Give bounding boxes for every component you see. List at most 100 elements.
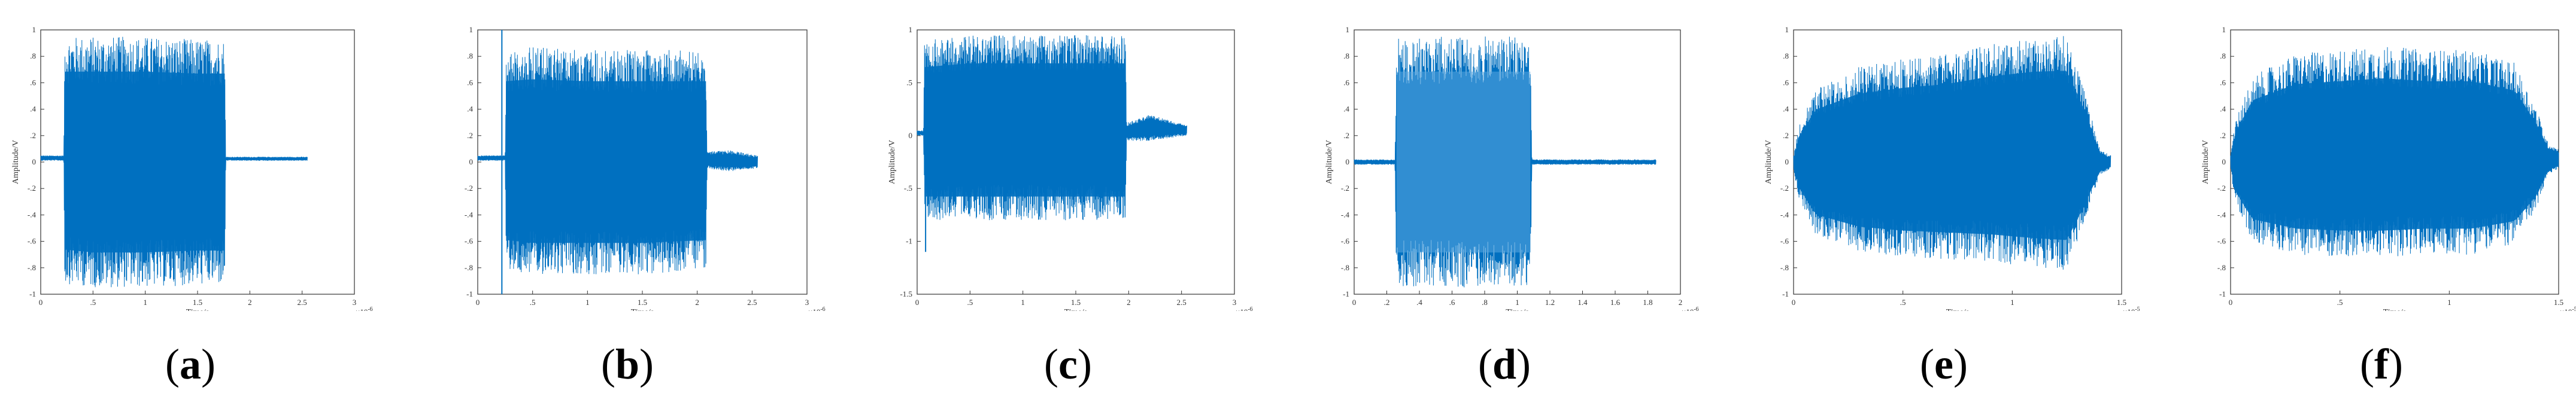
x-tick-label: .5 (530, 298, 536, 307)
x-axis-label: Time/s (2383, 308, 2406, 311)
y-tick-label: 0 (469, 157, 474, 166)
y-tick-label: -.6 (1780, 237, 1789, 246)
x-tick-label: 3 (353, 298, 357, 307)
y-tick-label: .8 (1343, 51, 1349, 60)
caption-f: (f) (2360, 340, 2403, 388)
caption-a: (a) (165, 340, 216, 388)
x-axis-label: Time/s (1506, 308, 1528, 311)
y-tick-label: -.2 (2217, 184, 2226, 193)
signal-core (924, 63, 1125, 197)
x-tick-label: 3 (1233, 298, 1237, 307)
x-tick-label: 1.5 (638, 298, 647, 307)
x-tick-label: 1.4 (1577, 298, 1588, 307)
x-exponent-label: ×10-6 (1236, 306, 1253, 311)
y-tick-label: .2 (1343, 131, 1349, 140)
x-exponent-label: ×10-6 (808, 306, 826, 311)
x-exponent-value: -6 (1694, 306, 1698, 311)
y-tick-label: -.5 (904, 184, 912, 193)
y-tick-label: -1 (466, 289, 473, 298)
y-tick-label: 1 (1785, 25, 1789, 34)
caption-d: (d) (1477, 340, 1531, 388)
x-exponent-label: ×10-5 (2560, 306, 2576, 311)
x-tick-label: 2 (248, 298, 252, 307)
y-tick-label: .4 (1783, 105, 1789, 114)
y-tick-label: -.4 (2217, 210, 2226, 219)
signal-core (65, 71, 225, 253)
y-tick-label: 0 (32, 157, 37, 166)
y-tick-label: .5 (906, 78, 912, 87)
x-exponent-value: -6 (820, 306, 825, 311)
y-tick-label: -.2 (1341, 184, 1349, 193)
y-tick-label: .4 (2220, 105, 2226, 114)
y-tick-label: -.8 (2217, 263, 2226, 272)
x-tick-label: 1.8 (1643, 298, 1652, 307)
y-tick-label: .2 (2220, 131, 2226, 140)
x-tick-label: 1.6 (1610, 298, 1621, 307)
x-tick-label: .4 (1416, 298, 1422, 307)
x-tick-label: 1.5 (1071, 298, 1081, 307)
x-axis-label: Time/s (1064, 308, 1087, 311)
x-tick-label: 1 (2010, 298, 2014, 307)
y-tick-label: -.2 (465, 184, 473, 193)
y-tick-label: .6 (1343, 78, 1349, 87)
x-exponent-label: ×10-6 (1682, 306, 1699, 311)
y-tick-label: -.6 (465, 237, 474, 246)
y-tick-label: -.4 (465, 210, 474, 219)
y-axis-label: Amplitude/V (1325, 140, 1334, 184)
x-tick-label: 0 (915, 298, 920, 307)
x-tick-label: 1 (2447, 298, 2451, 307)
caption-c: (c) (1044, 340, 1092, 388)
y-tick-label: -1.5 (900, 289, 912, 298)
x-tick-label: 0 (39, 298, 43, 307)
y-axis-label: Amplitude/V (1764, 140, 1773, 184)
x-tick-label: 1 (143, 298, 147, 307)
y-tick-label: -1 (906, 237, 912, 246)
y-axis-label: Amplitude/V (11, 140, 20, 184)
x-tick-label: 1 (1515, 298, 1519, 307)
y-tick-label: .4 (467, 105, 473, 114)
x-tick-label: 2.5 (1177, 298, 1187, 307)
y-tick-label: -1 (1343, 289, 1349, 298)
x-exponent-value: -6 (368, 306, 372, 311)
y-tick-label: -.4 (28, 210, 37, 219)
x-exponent-value: -5 (2135, 306, 2140, 311)
y-tick-label: 0 (1785, 157, 1789, 166)
y-tick-label: .6 (2220, 78, 2226, 87)
chart-panel-d: 0.2.4.6.8 1 1.2 1.4 1.6 1.8 2-1-.8-.6-.4-.20.2… (1325, 25, 1699, 311)
x-tick-label: 1.5 (193, 298, 202, 307)
y-tick-label: -.4 (1780, 210, 1789, 219)
y-tick-label: .6 (30, 78, 36, 87)
x-tick-label: 2 (1679, 298, 1683, 307)
x-exponent-value: -6 (1248, 306, 1252, 311)
x-tick-label: 1.5 (2554, 298, 2563, 307)
y-tick-label: -.6 (1341, 237, 1350, 246)
x-tick-label: 3 (805, 298, 809, 307)
chart-panel-f: 0 .5 1 1.5 -1 -.8 -.6 -.4 -.2 0 .2 .4 .6 .8 1 Time/s Amp… (2201, 25, 2576, 311)
y-tick-label: .2 (467, 131, 473, 140)
y-tick-label: .8 (1783, 51, 1789, 60)
y-tick-label: -1 (2219, 289, 2226, 298)
y-tick-label: 1 (1346, 25, 1350, 34)
x-tick-label: 2 (695, 298, 699, 307)
signal-core (1798, 71, 2104, 240)
x-tick-label: 0 (1352, 298, 1357, 307)
y-tick-label: -.8 (1780, 263, 1789, 272)
x-tick-label: 2.5 (747, 298, 757, 307)
y-axis-label: Amplitude/V (888, 140, 897, 184)
x-axis-label: Time/s (631, 308, 654, 311)
y-axis-label: Amplitude/V (2201, 140, 2210, 184)
x-tick-label: 1 (585, 298, 590, 307)
x-exponent-label: ×10-5 (2123, 306, 2140, 311)
y-tick-label: .2 (1783, 131, 1789, 140)
x-tick-label: .6 (1449, 298, 1455, 307)
y-tick-label: -.8 (28, 263, 36, 272)
signal-core (506, 79, 706, 243)
chart-panel-c: 0 .5 1 1.5 2 2.5 3 -1.5 -1 -.5 0 .5 1 Time/s Amplitude… (888, 25, 1253, 311)
y-tick-label: 0 (2222, 157, 2226, 166)
y-tick-label: 1 (909, 25, 913, 34)
y-tick-label: .8 (30, 51, 36, 60)
y-tick-label: 0 (1346, 157, 1350, 166)
y-tick-label: .2 (30, 131, 36, 140)
x-tick-label: 0 (1792, 298, 1796, 307)
